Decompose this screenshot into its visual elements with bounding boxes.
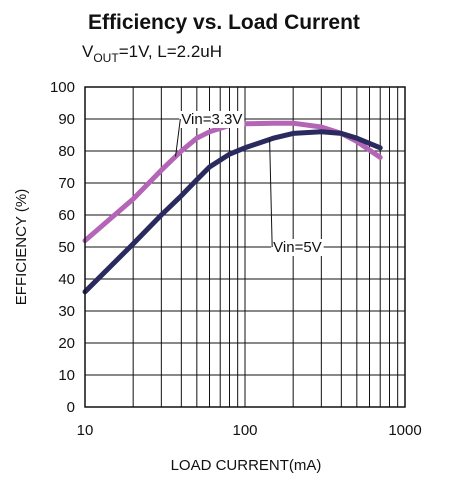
y-tick-label: 30 <box>58 303 75 320</box>
y-tick-label: 40 <box>58 271 75 288</box>
y-tick-label: 20 <box>58 335 75 352</box>
series-annotation: Vin=5V <box>273 239 322 256</box>
series-annotation: Vin=3.3V <box>181 111 242 128</box>
chart-title: Efficiency vs. Load Current <box>88 11 360 34</box>
y-axis-label: EFFICIENCY (%) <box>13 189 30 305</box>
series-lines <box>82 120 383 295</box>
y-tick-label: 90 <box>58 111 75 128</box>
subtitle-rest: =1V, L=2.2uH <box>119 42 222 61</box>
y-tick-label: 80 <box>58 143 75 160</box>
series-line-vin-3v3 <box>82 120 383 244</box>
subtitle-v-subscript: OUT <box>93 51 119 65</box>
annotation-background <box>271 239 324 256</box>
x-tick-label: 100 <box>232 422 257 439</box>
y-tick-label: 60 <box>58 207 75 224</box>
subtitle-v: V <box>82 42 94 61</box>
y-tick-label: 50 <box>58 239 75 256</box>
series-annotations: Vin=3.3V Vin=5V <box>175 111 324 256</box>
y-tick-label: 0 <box>67 399 75 416</box>
plot-frame <box>84 86 406 408</box>
x-tick-label: 1000 <box>388 422 421 439</box>
annotation-leader <box>175 118 181 157</box>
series-line-vin-5v <box>82 129 383 295</box>
y-tick-label: 100 <box>50 79 75 96</box>
x-axis-label: LOAD CURRENT(mA) <box>171 457 322 474</box>
annotation-leader <box>269 139 273 248</box>
x-tick-label: 10 <box>77 422 94 439</box>
y-tick-label: 70 <box>58 175 75 192</box>
annotation-background <box>179 111 245 128</box>
chart-subtitle: VOUT=1V, L=2.2uH <box>82 42 222 65</box>
y-tick-label: 10 <box>58 367 75 384</box>
